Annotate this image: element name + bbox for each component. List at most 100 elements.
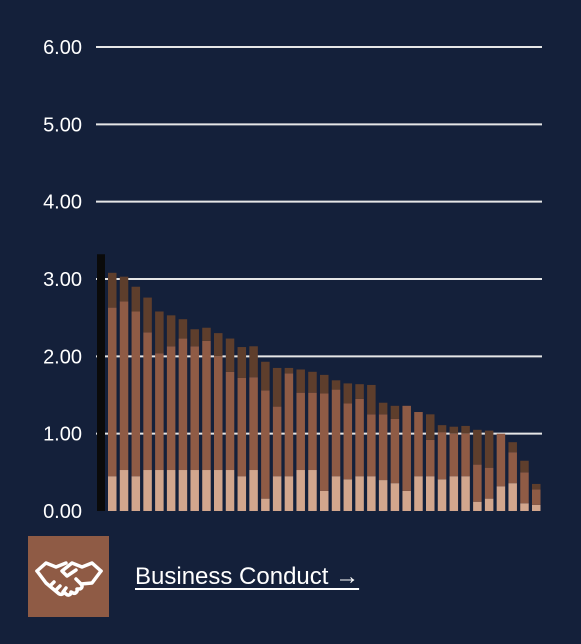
bar-segment-2 [508,452,517,484]
bar-segment-2 [496,433,506,487]
bar-segment-3 [296,369,305,393]
bar-segment-2 [461,433,470,477]
bar-segment-2 [225,371,235,471]
bar-segment-1 [378,480,388,511]
bar-segment-3 [166,315,176,347]
bar-segment-3 [284,367,294,374]
bar-segment-3 [272,367,282,407]
bar-segment-1 [437,479,447,511]
bar-segment-3 [355,384,364,399]
bar-segment-1 [190,470,199,511]
bar-segment-2 [261,390,270,499]
bar-segment-3 [437,425,447,433]
bar-segment-2 [214,356,223,471]
bar-segment-1 [296,470,305,511]
bar-segment-3 [484,430,494,468]
bar-segment-2 [272,406,282,477]
handshake-glyph [34,560,103,597]
bar-segment-2 [437,432,447,480]
bar-segment-2 [320,393,329,491]
bar-segment-1 [108,476,117,511]
bar-segment-1 [331,476,341,511]
handshake-icon [28,536,109,617]
bar-segment-3 [520,460,529,473]
bar-segment-2 [343,403,353,480]
bar-segment-1 [155,470,164,511]
bar-segment-1 [402,490,411,511]
bar-segment-2 [367,414,376,477]
bar-segment-1 [166,470,176,511]
bar-segment-2 [484,467,494,499]
bar-segment-3 [461,425,470,434]
bar-segment-3 [320,374,329,394]
bar-segment-2 [390,418,400,484]
bar-segment-3 [178,319,188,339]
bar-segment-1 [214,470,223,511]
bar-segment-3 [202,327,211,341]
bar-segment-2 [426,439,435,477]
bar-segment-1 [272,476,282,511]
bar-segment-1 [390,483,400,511]
bar-segment-1 [426,476,435,511]
bar-segment-3 [331,380,341,390]
bar-segment-3 [131,286,141,312]
bar-segment-2 [520,472,529,504]
bar-segment-2 [532,489,541,505]
bar-segment-3 [108,272,117,308]
bar-segment-1 [131,476,141,511]
bar-segment-1 [320,490,329,511]
bar-segment-2 [331,389,341,477]
bar-segment-2 [202,340,211,471]
bar-segment-1 [414,476,423,511]
chart-canvas: 0.00 1.00 2.00 3.00 4.00 5.00 6.00 [43,37,542,523]
bar-segment-1 [484,498,494,511]
bar-segment-2 [449,433,459,477]
bar-segment-3 [426,414,435,440]
bar-segment-2 [178,338,188,471]
bar-segment-2 [190,346,199,471]
bar-segment-3 [225,338,235,372]
bar-segment-2 [284,373,294,477]
bar-segment-2 [414,412,423,477]
bar-segment-2 [131,311,141,477]
bar-segment-1 [343,479,353,511]
y-tick-label: 5.00 [43,114,82,136]
bar-segment-3 [249,346,258,378]
bar-segment-2 [402,405,411,491]
bar-segment-3 [119,276,129,302]
bar-segment-2 [308,392,317,471]
bar-segment-1 [261,498,270,511]
bar-segment-1 [119,470,129,511]
bar-segment-3 [449,426,459,434]
bar-segment-2 [296,392,305,471]
y-tick-label: 0.00 [43,501,82,523]
bar-segment-3 [261,361,270,391]
bar-segment-2 [143,332,152,471]
bar-segment-1 [308,470,317,511]
bar-segment-1 [355,476,364,511]
bar-segment-3 [214,333,223,357]
bar-segment-1 [520,503,529,511]
bar-segment-3 [343,383,353,404]
bar-segment-2 [108,307,117,477]
business-conduct-link[interactable]: Business Conduct → [135,562,360,590]
bar-segment-3 [308,371,317,393]
bar-segment-3 [390,405,400,419]
bar-segment-3 [237,347,247,378]
bar-segment-3 [367,384,376,415]
y-tick-label: 6.00 [43,37,82,59]
bar-segment-1 [367,476,376,511]
bar-segment-3 [378,402,388,415]
bar-segment-2 [119,301,129,471]
y-tick-label: 4.00 [43,192,82,214]
bar-segment-1 [449,476,459,511]
y-tick-label: 2.00 [43,346,82,368]
bar-segment-2 [473,464,482,502]
bar-segment-1 [284,476,294,511]
bar-segment-3 [143,297,152,333]
bar-segment-2 [237,377,247,477]
bar-segment-1 [496,486,506,511]
bar-segment-2 [355,398,364,477]
bar-segment-1 [508,483,517,511]
stacked-bar-chart: 0.00 1.00 2.00 3.00 4.00 5.00 6.00 [43,37,542,523]
